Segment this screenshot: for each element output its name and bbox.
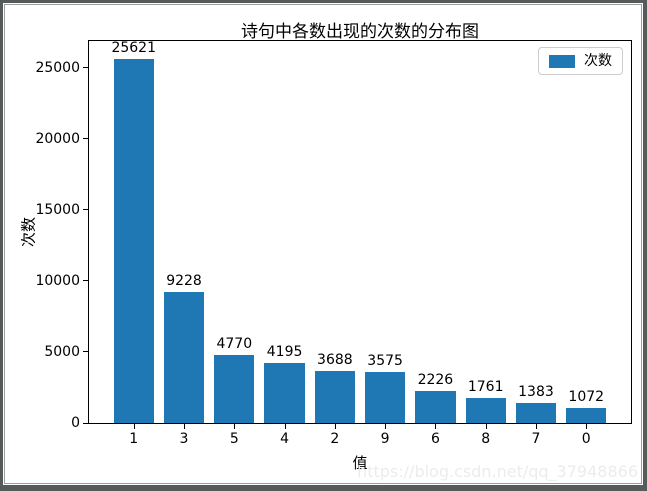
x-tick-label: 3 (179, 431, 189, 447)
y-tick-mark (83, 67, 88, 69)
y-tick-label: 5000 (44, 343, 80, 360)
bar-value-label: 1072 (568, 388, 605, 405)
bar-value-label: 2226 (417, 372, 454, 389)
x-tick-label: 6 (430, 431, 440, 447)
y-tick-mark (83, 280, 88, 282)
y-tick-mark (83, 351, 88, 353)
bar (415, 391, 456, 423)
y-tick-mark (83, 422, 88, 424)
bar-value-label: 25621 (111, 40, 157, 57)
bar (214, 355, 255, 423)
bar (314, 370, 355, 423)
y-tick-label: 20000 (35, 130, 80, 147)
y-tick-label: 15000 (35, 201, 80, 218)
x-tick-mark (184, 424, 186, 429)
y-tick-mark (83, 209, 88, 211)
bar (365, 372, 406, 423)
x-tick-mark (485, 424, 487, 429)
y-tick-label: 10000 (35, 272, 80, 289)
y-tick-mark (83, 138, 88, 140)
bar (163, 291, 205, 423)
bar (264, 363, 305, 423)
x-tick-label: 9 (380, 431, 390, 447)
figure-canvas: 诗句中各数出现的次数的分布图 次数 值 25621 9228 4770 4195 368… (3, 3, 643, 485)
legend: 次数 (538, 47, 623, 75)
bar (566, 407, 607, 423)
bar-value-label: 1383 (518, 384, 554, 401)
bar (465, 398, 506, 423)
axes: 25621 9228 4770 4195 3688 3575 2226 1761 1383 107… (35, 40, 632, 447)
bar-value-label: 3575 (367, 353, 403, 370)
y-tick-label: 25000 (35, 59, 80, 76)
x-tick-label: 1 (129, 431, 139, 447)
x-tick-mark (586, 424, 588, 429)
bar-value-label: 4770 (216, 336, 253, 353)
legend-swatch-icon (549, 54, 575, 68)
watermark-text: https://blog.csdn.net/qq_37948866 (357, 462, 638, 481)
x-axis-label: 值 (352, 454, 368, 472)
bar-value-label: 9228 (166, 272, 202, 289)
bar-value-label: 3688 (317, 351, 353, 368)
y-axis-label: 次数 (19, 216, 38, 248)
x-tick-label: 5 (229, 431, 239, 447)
bar-value-label: 1761 (467, 379, 504, 395)
chart-title: 诗句中各数出现的次数的分布图 (241, 22, 479, 42)
x-tick-label: 2 (330, 431, 340, 447)
x-tick-mark (385, 424, 387, 429)
x-tick-mark (284, 424, 286, 429)
y-tick-label: 0 (71, 415, 80, 431)
x-tick-label: 7 (531, 431, 541, 447)
bar-value-label: 4195 (266, 344, 303, 361)
x-tick-mark (133, 424, 135, 429)
x-tick-label: 8 (481, 431, 491, 447)
legend-label: 次数 (584, 53, 612, 69)
x-tick-label: 4 (280, 431, 290, 447)
bar (515, 403, 557, 423)
x-tick-mark (234, 424, 236, 429)
x-tick-mark (435, 424, 437, 429)
x-tick-mark (334, 424, 336, 429)
x-tick-label: 0 (581, 431, 591, 447)
x-tick-mark (535, 424, 537, 429)
bar (113, 59, 154, 423)
